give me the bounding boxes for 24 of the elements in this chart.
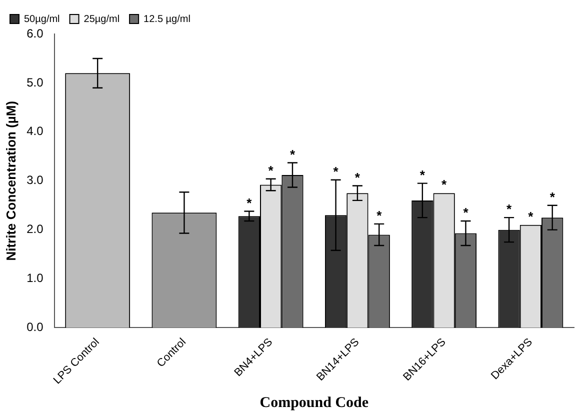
y-tick-label: 1.0 [26,271,44,286]
legend-label: 50µg/ml [24,14,60,25]
y-tick-label: 6.0 [26,26,44,40]
data-label: * [420,167,426,182]
legend-label: 12.5 µg/ml [144,14,190,25]
x-axis-title: Compound Code [260,394,369,411]
data-label: * [376,208,383,224]
y-tick-label: 2.0 [26,222,44,236]
y-axis-title: Nitrite Concentration (µM) [3,100,18,261]
data-label: * [528,209,534,224]
data-label: * [354,170,361,185]
data-label: * [463,205,470,220]
data-label: * [246,195,253,210]
y-tick-label: 0.0 [26,320,44,334]
data-label: * [290,146,296,162]
data-label: * [268,162,274,178]
y-tick-label: 3.0 [26,173,44,188]
y-tick-label: 4.0 [26,124,44,138]
y-tick-label: 5.0 [26,75,44,90]
data-label: * [506,202,513,217]
data-label: * [442,177,448,192]
data-label: * [550,189,556,204]
legend-label: 25µg/ml [84,14,120,25]
data-label: * [333,164,340,179]
